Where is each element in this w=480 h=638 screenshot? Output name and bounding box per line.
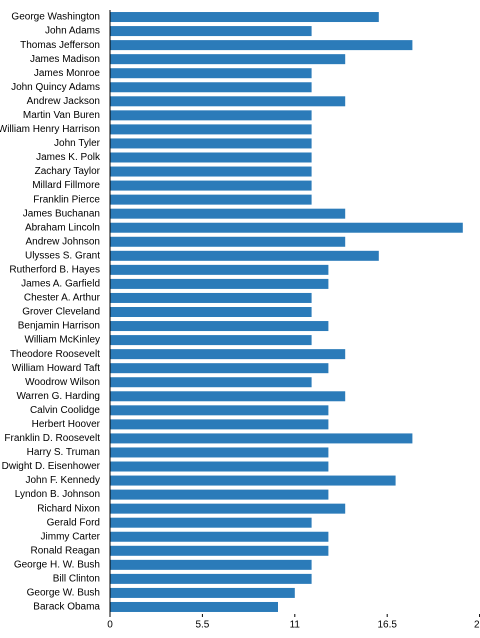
bar (110, 587, 295, 598)
y-tick-label: Richard Nixon (37, 503, 100, 514)
bar (110, 180, 312, 191)
y-tick-label: George H. W. Bush (14, 559, 100, 570)
y-tick-label: James A. Garfield (21, 279, 100, 290)
y-tick-label: John F. Kennedy (26, 475, 101, 486)
y-tick-label: Andrew Jackson (27, 96, 100, 107)
y-tick-label: Ronald Reagan (31, 545, 101, 556)
bar (110, 433, 413, 444)
y-tick-label: John Tyler (54, 138, 101, 149)
bar (110, 292, 312, 303)
y-tick-label: Gerald Ford (47, 517, 100, 528)
y-tick-label: Theodore Roosevelt (10, 349, 100, 360)
bar (110, 222, 463, 233)
bar (110, 405, 329, 416)
bar (110, 110, 312, 121)
x-tick-label: 22 (474, 620, 480, 631)
bar (110, 264, 329, 275)
y-tick-label: James Madison (30, 54, 100, 65)
bar (110, 559, 312, 570)
bar (110, 307, 312, 317)
y-tick-label: Abraham Lincoln (25, 222, 100, 233)
y-tick-label: George W. Bush (27, 588, 100, 599)
y-tick-label: Warren G. Harding (16, 391, 100, 402)
y-tick-label: Jimmy Carter (41, 531, 101, 542)
y-tick-label: James Buchanan (23, 208, 100, 219)
y-tick-label: Harry S. Truman (27, 447, 100, 458)
y-tick-label: Dwight D. Eisenhower (2, 461, 101, 472)
bar (110, 503, 346, 514)
bar (110, 377, 312, 388)
bar (110, 321, 329, 332)
y-tick-label: Chester A. Arthur (24, 293, 101, 304)
y-tick-label: Benjamin Harrison (18, 321, 100, 332)
bar (110, 545, 329, 556)
y-tick-label: William McKinley (24, 335, 100, 346)
bar (110, 236, 346, 247)
y-tick-label: Ulysses S. Grant (25, 250, 100, 261)
y-tick-label: William Howard Taft (12, 363, 100, 374)
y-tick-label: John Adams (45, 26, 100, 37)
bar (110, 573, 312, 584)
bar (110, 68, 312, 79)
y-tick-label: William Henry Harrison (0, 124, 100, 135)
y-tick-label: Herbert Hoover (32, 419, 101, 430)
y-tick-label: George Washington (11, 12, 100, 23)
y-tick-label: Lyndon B. Johnson (15, 489, 100, 500)
y-tick-label: James K. Polk (36, 152, 101, 163)
y-tick-label: Zachary Taylor (35, 166, 101, 177)
bar (110, 166, 312, 177)
y-tick-label: James Monroe (34, 68, 101, 79)
x-tick-label: 5.5 (195, 620, 209, 631)
bar (110, 26, 312, 37)
bar (110, 601, 278, 612)
bar (110, 489, 329, 500)
y-tick-label: Calvin Coolidge (30, 405, 100, 416)
bar (110, 208, 346, 219)
x-tick-label: 16.5 (377, 620, 397, 631)
y-tick-label: Andrew Johnson (26, 236, 101, 247)
bar (110, 250, 379, 261)
bar (110, 82, 312, 93)
bar (110, 138, 312, 149)
y-tick-label: Franklin D. Roosevelt (4, 433, 100, 444)
bar (110, 152, 312, 163)
bar (110, 335, 312, 346)
y-tick-label: Barack Obama (33, 602, 100, 613)
bar (110, 447, 329, 458)
bar (110, 363, 329, 374)
y-tick-label: Thomas Jefferson (20, 40, 100, 51)
bar (110, 531, 329, 542)
y-tick-label: John Quincy Adams (11, 82, 100, 93)
y-tick-label: Franklin Pierce (33, 194, 100, 205)
bar (110, 461, 329, 472)
bar (110, 194, 312, 205)
y-tick-label: Martin Van Buren (23, 110, 100, 121)
bar (110, 54, 346, 65)
bar (110, 40, 413, 51)
bar (110, 278, 329, 289)
y-tick-label: Woodrow Wilson (25, 377, 100, 388)
y-tick-label: Millard Fillmore (32, 180, 100, 191)
x-tick-label: 0 (107, 620, 113, 631)
y-tick-label: Rutherford B. Hayes (9, 265, 100, 276)
bar (110, 517, 312, 528)
bar (110, 475, 396, 486)
bar (110, 391, 346, 402)
bar (110, 96, 346, 107)
y-tick-label: Grover Cleveland (22, 307, 100, 318)
bar (110, 349, 346, 360)
bar (110, 124, 312, 135)
x-tick-label: 11 (290, 620, 301, 631)
y-tick-label: Bill Clinton (53, 574, 100, 585)
bar (110, 12, 379, 23)
bar (110, 419, 329, 430)
